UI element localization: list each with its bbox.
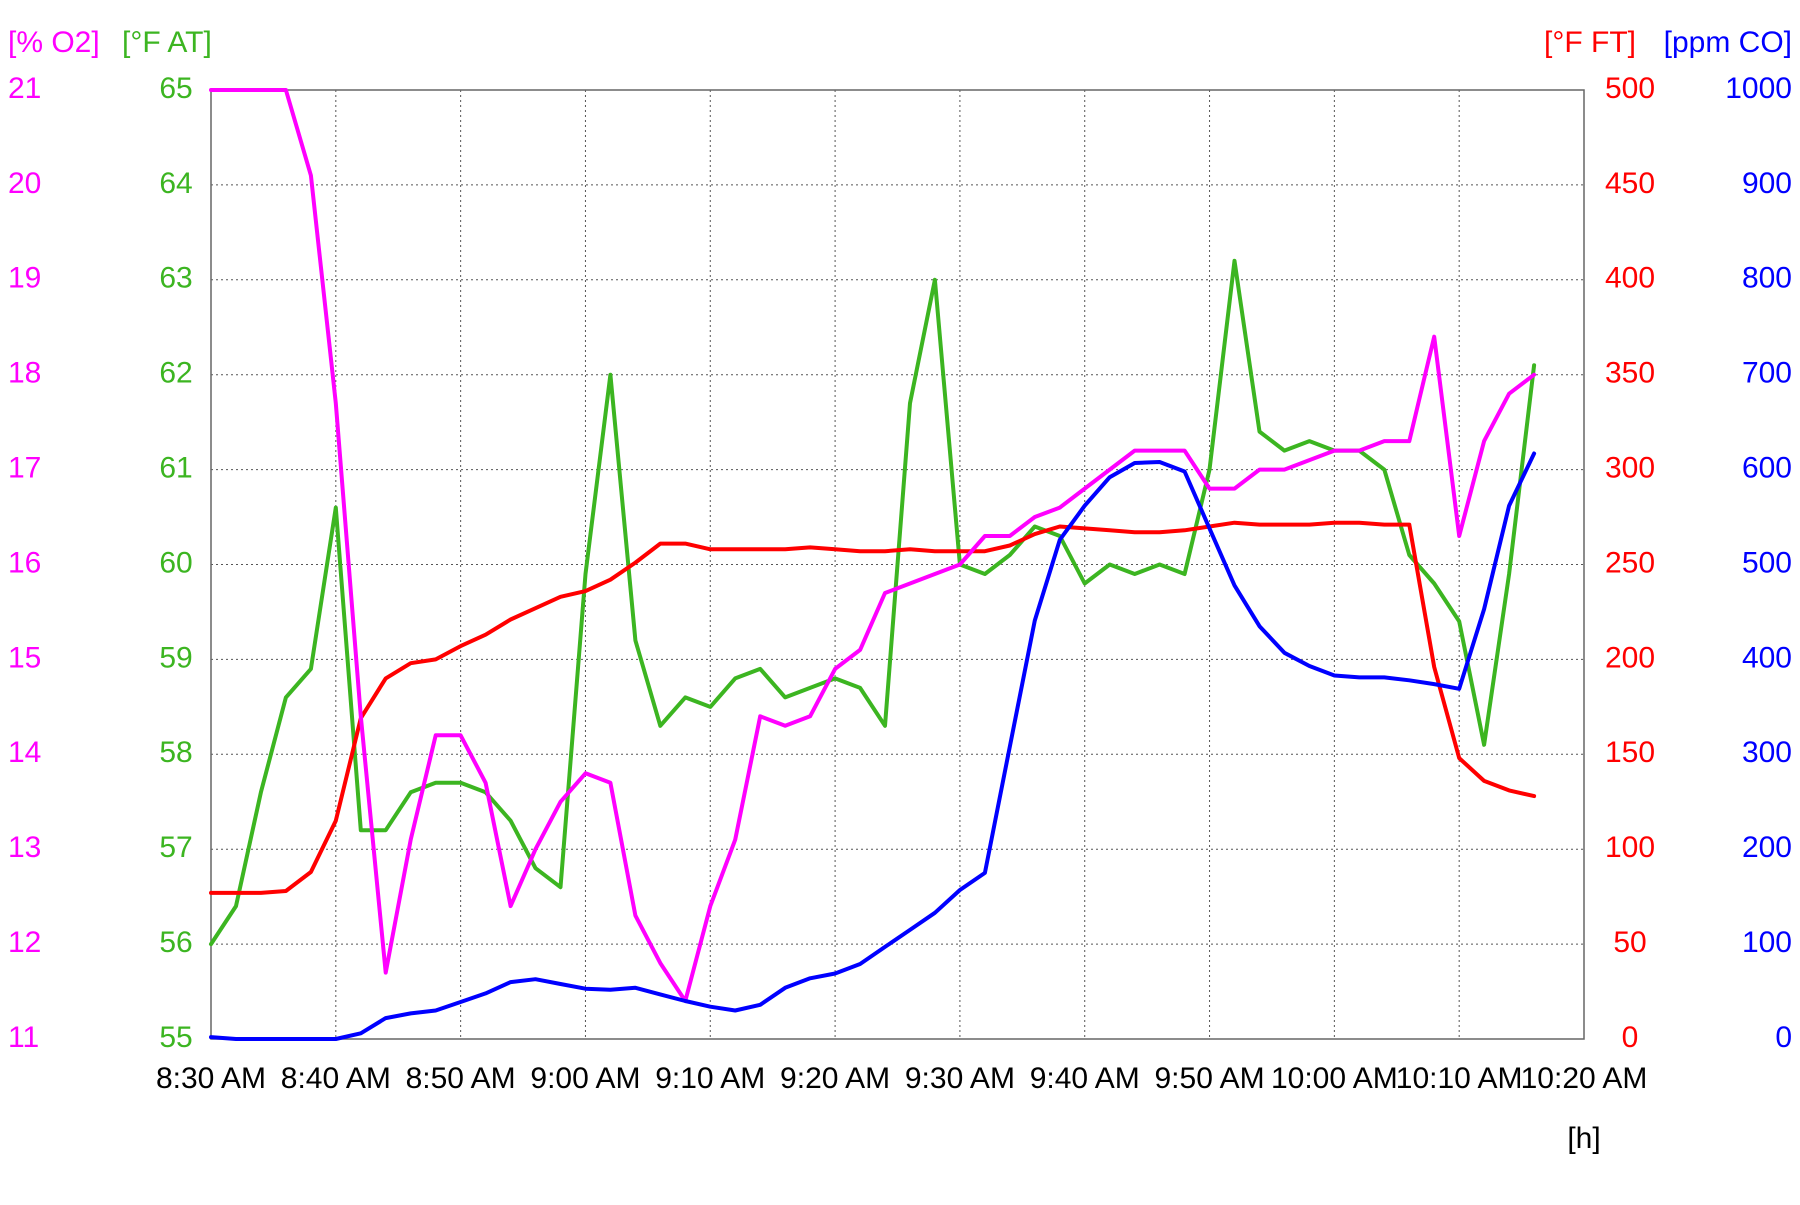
y-tick-label: 59 [159, 641, 192, 674]
y-tick-label: 11 [8, 1021, 39, 1054]
y-tick-label: 0 [1622, 1021, 1639, 1054]
y-tick-label: 62 [159, 357, 192, 390]
x-tick-label: 9:10 AM [655, 1062, 765, 1095]
x-tick-label: 10:10 AM [1396, 1062, 1523, 1095]
y-tick-label: 100 [1742, 926, 1792, 959]
y-tick-label: 400 [1605, 262, 1655, 295]
y-tick-label: 900 [1742, 167, 1792, 200]
y-axis-label: [°F FT] [1544, 26, 1636, 59]
x-tick-label: 8:30 AM [156, 1062, 266, 1095]
y-tick-label: 57 [159, 831, 192, 864]
y-tick-label: 16 [8, 546, 41, 579]
y-tick-label: 50 [1613, 926, 1646, 959]
y-tick-label: 18 [8, 357, 41, 390]
data-line [209, 258, 1537, 947]
x-axis-label: [h] [1567, 1122, 1600, 1155]
x-tick-label: 8:50 AM [406, 1062, 516, 1095]
data-line [209, 88, 1537, 1003]
y-tick-label: 500 [1605, 72, 1655, 105]
x-tick-label: 9:00 AM [530, 1062, 640, 1095]
y-tick-label: 20 [8, 167, 41, 200]
y-tick-label: 200 [1742, 831, 1792, 864]
y-tick-label: 400 [1742, 641, 1792, 674]
y-tick-label: 14 [8, 736, 41, 769]
y-tick-label: 600 [1742, 452, 1792, 485]
x-tick-label: 9:50 AM [1155, 1062, 1265, 1095]
x-tick-label: 8:40 AM [281, 1062, 391, 1095]
y-tick-label: 56 [159, 926, 192, 959]
x-tick-label: 9:30 AM [905, 1062, 1015, 1095]
data-line [209, 520, 1537, 895]
y-tick-label: 61 [159, 452, 192, 485]
y-tick-label: 1000 [1725, 72, 1792, 105]
y-tick-label: 700 [1742, 357, 1792, 390]
y-tick-label: 300 [1742, 736, 1792, 769]
y-tick-label: 450 [1605, 167, 1655, 200]
y-tick-label: 250 [1605, 546, 1655, 579]
y-tick-label: 350 [1605, 357, 1655, 390]
y-tick-label: 150 [1605, 736, 1655, 769]
y-axis-label: [°F AT] [122, 26, 212, 59]
y-tick-label: 800 [1742, 262, 1792, 295]
y-tick-label: 58 [159, 736, 192, 769]
y-tick-label: 64 [159, 167, 192, 200]
plot-frame [210, 89, 1585, 1040]
y-tick-label: 300 [1605, 452, 1655, 485]
y-tick-label: 13 [8, 831, 41, 864]
x-tick-label: 9:20 AM [780, 1062, 890, 1095]
y-tick-label: 19 [8, 262, 41, 295]
y-tick-label: 12 [8, 926, 41, 959]
y-tick-label: 200 [1605, 641, 1655, 674]
y-axis-label: [ppm CO] [1664, 26, 1792, 59]
y-axis-label: [% O2] [8, 26, 100, 59]
x-tick-label: 10:00 AM [1271, 1062, 1398, 1095]
x-tick-label: 9:40 AM [1030, 1062, 1140, 1095]
y-tick-label: 500 [1742, 546, 1792, 579]
y-tick-label: 65 [159, 72, 192, 105]
data-line [209, 451, 1537, 1041]
y-tick-label: 15 [8, 641, 41, 674]
y-tick-label: 55 [159, 1021, 192, 1054]
y-tick-label: 100 [1605, 831, 1655, 864]
y-tick-label: 60 [159, 546, 192, 579]
x-tick-label: 10:20 AM [1521, 1062, 1648, 1095]
y-tick-label: 0 [1775, 1021, 1792, 1054]
y-tick-label: 21 [8, 72, 41, 105]
y-tick-label: 63 [159, 262, 192, 295]
y-tick-label: 17 [8, 452, 41, 485]
